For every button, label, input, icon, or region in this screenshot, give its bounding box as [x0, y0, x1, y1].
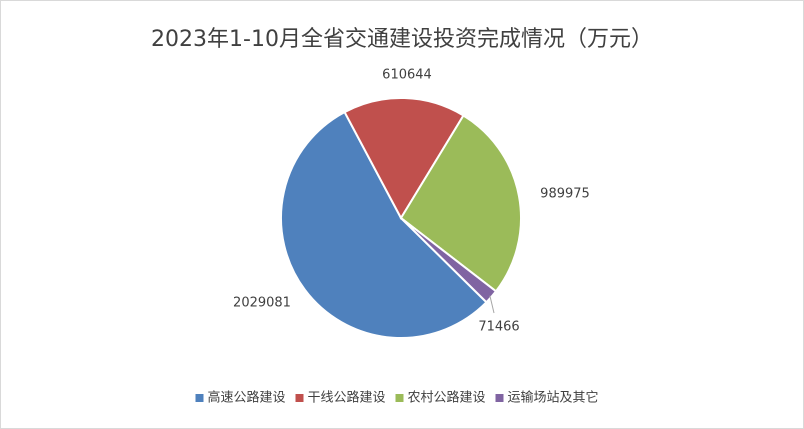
chart-title: 2023年1-10月全省交通建设投资完成情况（万元）	[151, 27, 653, 52]
legend-swatch	[495, 394, 504, 402]
legend-label: 干线公路建设	[308, 390, 386, 406]
legend-label: 高速公路建设	[208, 390, 286, 406]
legend-label: 运输场站及其它	[508, 390, 599, 406]
legend-label: 农村公路建设	[408, 390, 486, 406]
pie-slice	[399, 114, 522, 293]
value-label: 71466	[478, 320, 519, 335]
value-label: 610644	[382, 68, 432, 83]
leader-line	[489, 295, 495, 314]
legend-swatch	[395, 394, 404, 402]
pie-slice	[343, 97, 465, 221]
pie-slice	[400, 217, 498, 304]
pie-slice	[280, 110, 488, 339]
legend-swatch	[195, 394, 204, 402]
value-label: 989975	[540, 187, 590, 202]
value-label: 2029081	[233, 296, 291, 311]
legend-swatch	[295, 394, 304, 402]
